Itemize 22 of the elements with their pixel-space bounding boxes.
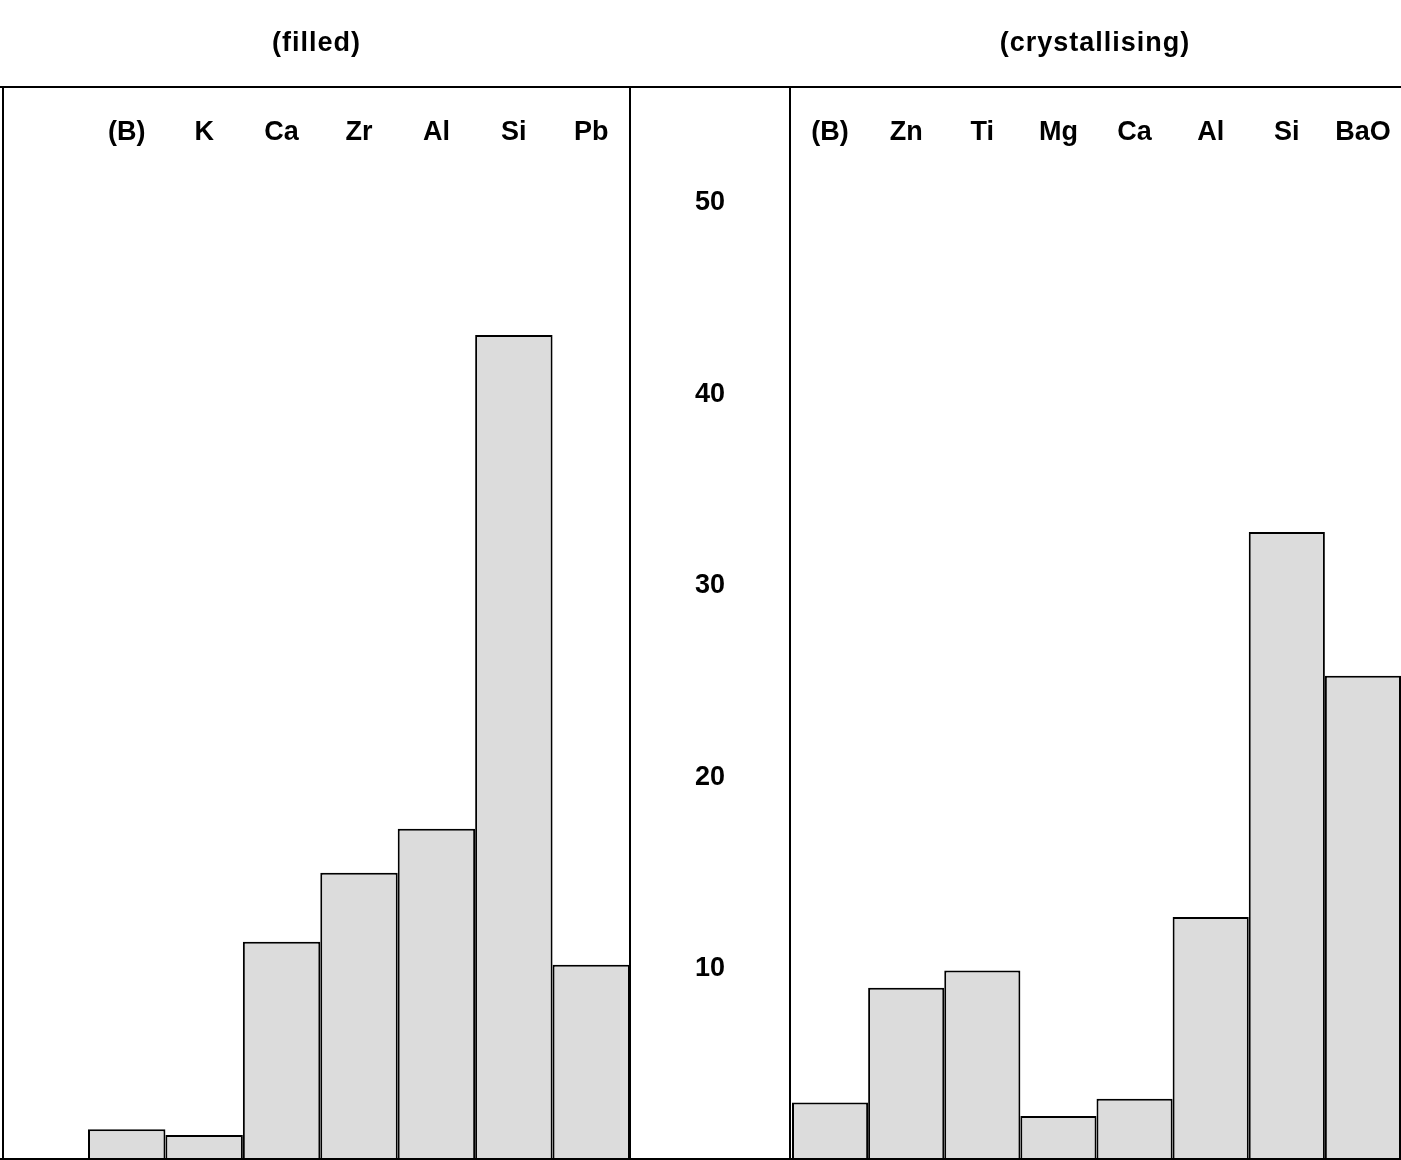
y-tick-label: 30 (694, 569, 726, 600)
x-tick-label: Zn (889, 116, 923, 147)
x-tick-label: Ca (1117, 116, 1153, 147)
y-tick-label: 40 (694, 377, 726, 408)
x-tick-label: Mg (1038, 116, 1078, 147)
x-tick-label: Al (422, 116, 450, 147)
chart-title: (filled) (271, 25, 362, 59)
x-tick-label: BaO (1335, 116, 1391, 147)
x-tick-label: Ti (970, 116, 995, 147)
y-tick-label: 20 (694, 760, 726, 791)
x-tick-label: (B) (107, 116, 146, 147)
x-tick-label: Al (1197, 116, 1225, 147)
x-tick-label: K (194, 116, 215, 147)
x-tick-label: Zr (345, 116, 373, 147)
x-tick-label: (B) (811, 116, 849, 147)
x-tick-label: Si (1274, 116, 1300, 147)
y-tick-label: 10 (694, 952, 726, 983)
chart-title: (crystallising) (998, 25, 1192, 59)
x-tick-label: Pb (574, 116, 609, 147)
x-tick-label: Si (501, 116, 527, 147)
y-tick-label: 50 (694, 186, 726, 217)
x-tick-label: Ca (264, 116, 300, 147)
